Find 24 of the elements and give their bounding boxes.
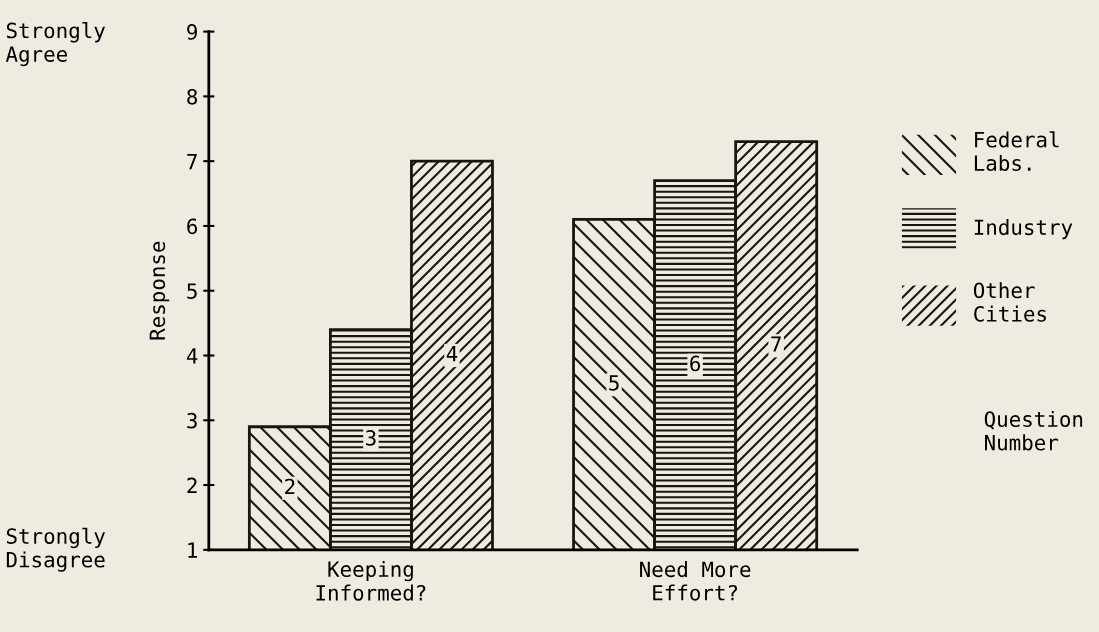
legend-label: Other Cities xyxy=(973,282,1046,322)
annotation: 6 xyxy=(690,355,701,372)
legend-label: Industry xyxy=(974,219,1073,240)
annotation: 7 xyxy=(771,336,781,352)
y-tick-label: 1 xyxy=(188,542,197,558)
annotation: 2 xyxy=(285,478,295,495)
annotation: 5 xyxy=(609,375,619,391)
y-tick-label: 2 xyxy=(187,477,197,494)
y-tick-label: 4 xyxy=(186,348,198,364)
text: Question Number xyxy=(984,410,1083,451)
legend-label: Federal Labs. xyxy=(974,131,1059,172)
text: Strongly Agree xyxy=(5,22,106,67)
annotation: 3 xyxy=(366,430,376,446)
x-tick-label: Keeping Informed? xyxy=(316,560,426,601)
y-tick-label: 7 xyxy=(187,153,197,170)
y-tick-label: 9 xyxy=(187,24,197,40)
y-axis-title: Response xyxy=(149,241,170,340)
y-tick-label: 5 xyxy=(187,283,197,299)
y-tick-label: 3 xyxy=(187,412,197,429)
y-tick-label: 6 xyxy=(187,218,198,235)
annotation: 4 xyxy=(446,346,458,362)
y-tick-label: 8 xyxy=(187,88,198,105)
text: Strongly Disagree xyxy=(6,527,106,572)
x-tick-label: Need More Effort? xyxy=(640,561,751,601)
